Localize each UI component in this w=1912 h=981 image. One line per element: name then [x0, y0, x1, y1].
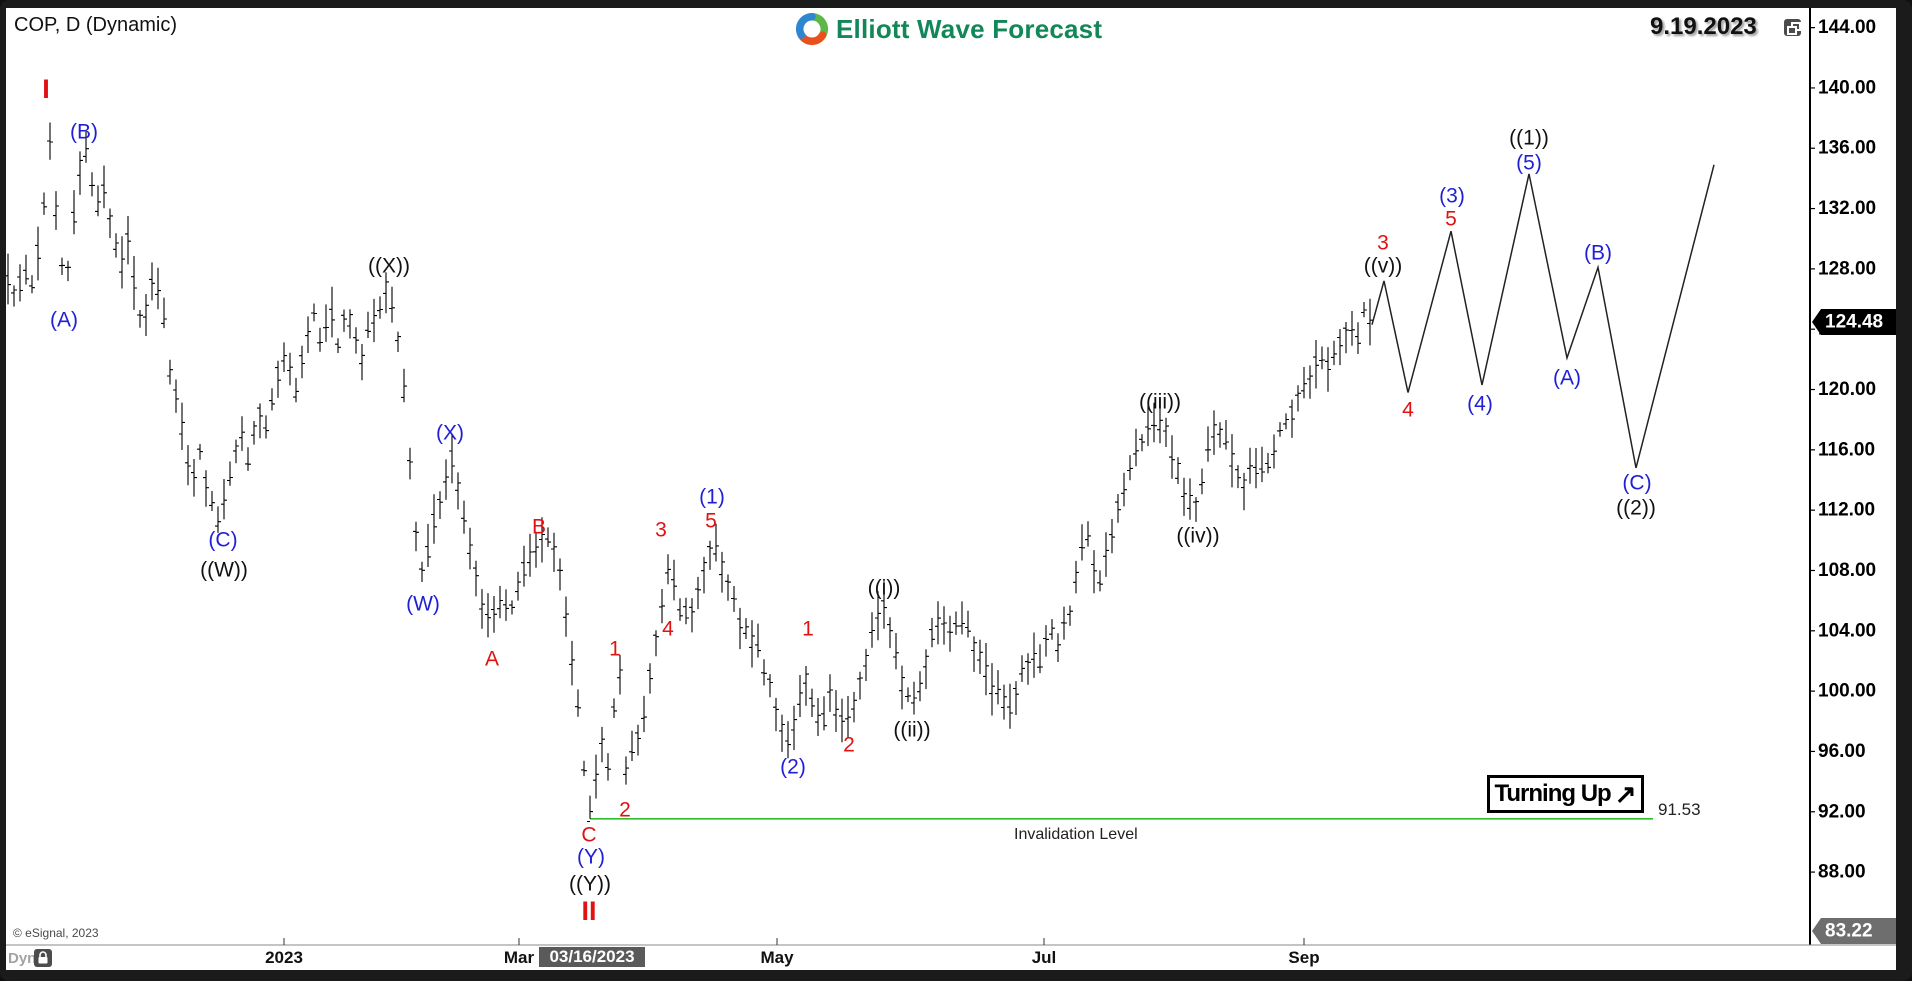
last-price-tag: 124.48: [1825, 311, 1883, 332]
price-tick-label[interactable]: 92.00: [1818, 801, 1866, 822]
wave-label: ((iii)): [1139, 391, 1181, 414]
wave-label: 5: [1445, 208, 1457, 231]
wave-label: (B): [1584, 242, 1612, 265]
restore-window-icon[interactable]: [1784, 19, 1801, 36]
wave-label: (C): [1622, 472, 1651, 495]
price-tick-label[interactable]: 108.00: [1818, 560, 1876, 581]
wave-label: ((ii)): [893, 719, 930, 742]
time-axis-label[interactable]: Jul: [1031, 948, 1057, 967]
wave-label: C: [581, 824, 596, 847]
price-tick-label[interactable]: 88.00: [1818, 862, 1866, 883]
brand-swirl-icon: [795, 12, 829, 46]
turning-up-arrow-icon: ↗: [1614, 779, 1637, 809]
forecast-wave-path: [1371, 164, 1715, 469]
bottom-edge-tag: 83.22: [1825, 921, 1873, 942]
price-tick-label[interactable]: 140.00: [1818, 77, 1876, 98]
wave-label: (A): [50, 309, 78, 332]
wave-label: ((iv)): [1176, 525, 1219, 548]
turning-up-text: Turning Up: [1494, 780, 1612, 807]
price-bars: [6, 122, 1373, 823]
price-tick-label[interactable]: 112.00: [1818, 500, 1875, 521]
price-tick-label[interactable]: 136.00: [1818, 138, 1876, 159]
wave-label: (5): [1516, 152, 1542, 175]
wave-label: II: [581, 896, 596, 926]
date-marker-tag: 03/16/2023: [539, 947, 645, 967]
price-tick-label[interactable]: 144.00: [1818, 17, 1876, 38]
wave-label: ((v)): [1364, 255, 1402, 278]
wave-label: B: [532, 516, 546, 539]
price-tick-label[interactable]: 120.00: [1818, 379, 1876, 400]
price-tick-label[interactable]: 104.00: [1818, 620, 1876, 641]
wave-label: (3): [1439, 185, 1465, 208]
wave-label: ((Y)): [569, 873, 611, 896]
wave-label: A: [485, 648, 499, 671]
wave-label: 2: [619, 799, 631, 822]
bottom-edge-tag-shape: [1812, 918, 1896, 944]
wave-label: 4: [1402, 399, 1414, 422]
wave-label: 5: [705, 510, 717, 533]
scale-mode-label: Dyn: [8, 950, 37, 967]
time-axis-label[interactable]: May: [760, 948, 794, 967]
wave-label: I: [42, 74, 50, 104]
wave-label: ((X)): [368, 255, 410, 278]
wave-label: (W): [406, 593, 440, 616]
chart-title: COP, D (Dynamic): [14, 14, 177, 36]
wave-label: (Y): [577, 846, 605, 869]
invalidation-label: Invalidation Level: [1014, 826, 1138, 843]
restore-front-square: [1787, 26, 1797, 35]
wave-label: 2: [843, 734, 855, 757]
wave-label: (A): [1553, 367, 1581, 390]
wave-label: (B): [70, 121, 98, 144]
wave-label: ((1)): [1509, 127, 1549, 150]
time-axis-label[interactable]: Sep: [1288, 948, 1320, 967]
brand-logo: Elliott Wave Forecast: [795, 12, 1102, 46]
price-tick-label[interactable]: 100.00: [1818, 681, 1876, 702]
scale-lock-icon[interactable]: [34, 949, 52, 967]
chart-canvas[interactable]: I(B)(A)((X))(C)((W))(X)(W)AB12345(1)(2)1…: [6, 8, 1896, 970]
wave-label: (1): [699, 486, 725, 509]
wave-label: (4): [1467, 393, 1493, 416]
wave-label: 1: [609, 638, 621, 661]
brand-text: Elliott Wave Forecast: [836, 13, 1103, 44]
wave-label: 3: [655, 519, 667, 542]
turning-up-badge: Turning Up ↗: [1487, 775, 1644, 813]
price-tick-label[interactable]: 132.00: [1818, 198, 1876, 219]
wave-label: (2): [780, 756, 806, 779]
date-label: 9.19.2023: [1650, 13, 1757, 40]
wave-label: (C): [208, 529, 237, 552]
wave-label: ((i)): [868, 577, 901, 600]
copyright-label: © eSignal, 2023: [13, 926, 99, 940]
wave-label: ((2)): [1616, 497, 1656, 520]
wave-label: 4: [662, 618, 674, 641]
time-axis-label[interactable]: 2023: [265, 948, 303, 967]
price-tick-label[interactable]: 96.00: [1818, 741, 1866, 762]
wave-label: 1: [802, 618, 814, 641]
last-price-tag-shape: [1812, 308, 1896, 335]
wave-label: 3: [1377, 232, 1389, 255]
time-axis-label[interactable]: Mar: [503, 948, 535, 967]
wave-label: ((W)): [200, 559, 248, 582]
price-tick-label[interactable]: 128.00: [1818, 258, 1876, 279]
invalidation-value: 91.53: [1658, 800, 1701, 819]
price-tick-label[interactable]: 116.00: [1818, 439, 1875, 460]
wave-label: (X): [436, 422, 464, 445]
